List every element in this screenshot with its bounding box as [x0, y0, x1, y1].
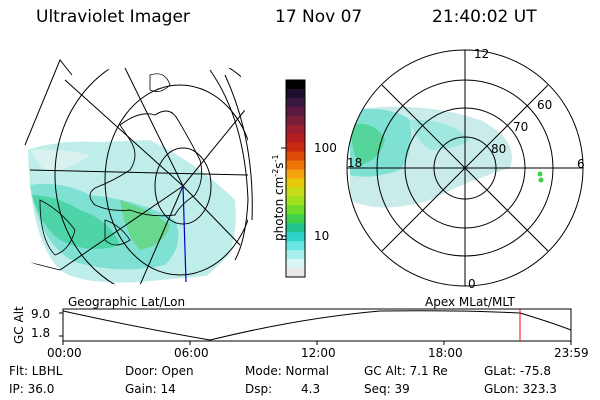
altitude-xtick-0000: 00:00	[47, 346, 82, 360]
filter-status: Flt: LBHL	[9, 364, 63, 378]
dsp-label: Dsp:	[245, 382, 273, 396]
colorbar-cell	[286, 178, 305, 189]
glon-status: GLon: 323.3	[484, 382, 557, 396]
mlt-label-6: 6	[577, 157, 585, 171]
altitude-ytick-high: 9.0	[31, 307, 51, 321]
colorbar-cell	[286, 259, 305, 269]
altitude-ylabel: GC Alt	[12, 306, 26, 344]
glat-status: GLat: -75.8	[484, 364, 551, 378]
altitude-xtick-1800: 18:00	[428, 346, 463, 360]
gc-alt-status: GC Alt: 7.1 Re	[364, 364, 448, 378]
colorbar-cell	[286, 115, 305, 126]
colorbar-cell	[286, 169, 305, 180]
colorbar-cell	[286, 88, 305, 99]
colorbar-cell	[286, 97, 305, 108]
dsp-value: 4.3	[301, 382, 321, 396]
colorbar-cell	[286, 187, 305, 197]
time-label: 21:40:02 UT	[432, 7, 537, 27]
colorbar-cell	[286, 142, 305, 153]
colorbar-cell	[286, 196, 305, 206]
colorbar-tick-100: 100	[314, 141, 337, 155]
colorbar-cell	[286, 205, 305, 215]
mode-status: Mode: Normal	[245, 364, 329, 378]
colorbar-cell	[286, 106, 305, 117]
altitude-xtick-1200: 12:00	[301, 346, 336, 360]
door-status: Door: Open	[125, 364, 194, 378]
instrument-title: Ultraviolet Imager	[36, 7, 190, 27]
altitude-xtick-2359: 23:59	[554, 346, 589, 360]
colorbar-cell	[286, 250, 305, 260]
date-label: 17 Nov 07	[275, 7, 363, 27]
colorbar-cell	[286, 151, 305, 162]
gain-status: Gain: 14	[125, 382, 176, 396]
colorbar-cell	[286, 160, 305, 171]
mlat-label-80: 80	[491, 142, 507, 156]
colorbar-cell	[286, 133, 305, 144]
altitude-xtick-0600: 06:00	[174, 346, 209, 360]
colorbar-cell	[286, 80, 305, 90]
colorbar-cell	[286, 124, 305, 135]
mlt-label-0: 0	[468, 277, 476, 291]
mlt-label-18: 18	[347, 156, 363, 170]
colorbar-tick-10: 10	[314, 229, 330, 243]
colorbar-cell	[286, 241, 305, 251]
geographic-caption: Geographic Lat/Lon	[68, 295, 186, 309]
altitude-ytick-low: 1.8	[31, 326, 51, 340]
ip-status: IP: 36.0	[9, 382, 55, 396]
mlt-label-12: 12	[474, 47, 490, 61]
colorbar-cell	[286, 214, 305, 224]
magnetic-caption: Apex MLat/MLT	[425, 295, 515, 309]
sequence-status: Seq: 39	[364, 382, 410, 396]
mlat-label-60: 60	[537, 98, 553, 112]
colorbar-cell	[286, 232, 305, 242]
colorbar-cell	[286, 223, 305, 233]
mlat-label-70: 70	[513, 120, 529, 134]
colorbar-cell	[286, 268, 305, 278]
